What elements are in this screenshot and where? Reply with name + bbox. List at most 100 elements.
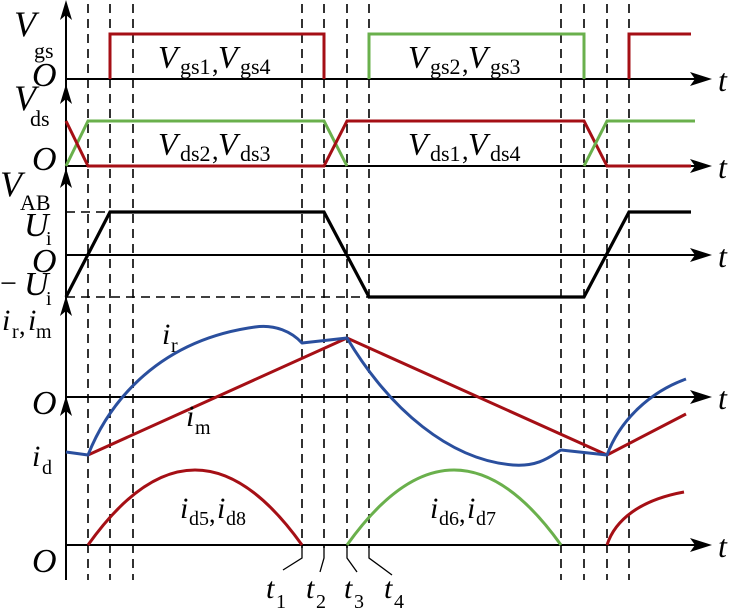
t-label-vds: t (718, 149, 728, 185)
svg-text:,: , (462, 49, 469, 78)
svg-text:V: V (158, 126, 181, 162)
arrow-right-icon (690, 248, 712, 262)
marker-t2: t 2 (306, 572, 326, 613)
t-label-diode: t (718, 528, 728, 564)
arrow-up-icon (60, 84, 72, 104)
origin-label-vds: O (32, 141, 57, 178)
label-vds1-vds4: V ds1 , V ds4 (408, 126, 521, 166)
svg-text:i: i (180, 492, 188, 525)
svg-text:,: , (209, 499, 216, 528)
arrow-right-icon (690, 159, 712, 173)
svg-text:,: , (212, 49, 219, 78)
svg-text:t: t (344, 572, 353, 605)
axis-arrowheads (60, 0, 72, 416)
origin-label-vab: O (32, 243, 57, 280)
vgs1-vgs4-trace (108, 32, 326, 79)
t-label-vab: t (718, 238, 728, 274)
ui-neg-label-sub: i (46, 288, 52, 310)
vds1-vds4-trace (64, 119, 691, 168)
svg-text:,: , (459, 499, 466, 528)
svg-text:t: t (306, 572, 315, 605)
diode-current-waveforms (86, 468, 685, 546)
vds-waveforms (64, 119, 695, 168)
vgs-waveforms (108, 32, 691, 79)
arrow-up-icon (60, 396, 72, 416)
im-trace (87, 336, 687, 457)
vgs-label-main: V (14, 4, 40, 44)
svg-text:d6: d6 (439, 508, 459, 530)
svg-text:2: 2 (316, 591, 326, 613)
id5-id8-trace-next (605, 490, 685, 546)
marker-t1: t 1 (266, 572, 286, 613)
svg-text:3: 3 (354, 591, 364, 613)
label-vds2-vds3: V ds2 , V ds3 (158, 126, 271, 166)
svg-text:V: V (408, 126, 431, 162)
ir-axis-label-sub: r (12, 321, 19, 343)
ui-neg-prefix: − (0, 267, 17, 300)
vgs-label-sub: gs (34, 38, 54, 63)
svg-text:gs4: gs4 (240, 54, 271, 79)
vab-label-main: V (0, 164, 26, 204)
ui-pos-label-sub: i (46, 228, 52, 250)
svg-text:,: , (212, 136, 219, 165)
arrow-right-icon (690, 538, 712, 552)
label-id5-id8: i d5 , i d8 (180, 492, 246, 530)
dashed-time-lines (66, 4, 630, 580)
svg-text:i: i (186, 400, 194, 433)
label-im: i m (186, 400, 211, 439)
ui-neg-label-main: U (24, 266, 51, 303)
id-axis-label-sub: d (42, 457, 52, 479)
svg-text:i: i (467, 492, 475, 525)
svg-text:V: V (218, 126, 241, 162)
id-axis-label-main: i (32, 440, 40, 473)
vds2-vds3-trace-next (582, 119, 695, 167)
marker-t4: t 4 (384, 572, 404, 613)
svg-text:gs3: gs3 (490, 54, 521, 79)
curve-labels: V gs1 , V gs4 V gs2 , V gs3 V ds2 , V ds… (158, 39, 521, 530)
time-marker-leaders (282, 546, 393, 576)
origin-label-diode: O (32, 543, 57, 580)
vds-label-main: V (14, 78, 40, 118)
arrow-right-icon (690, 390, 712, 404)
svg-text:1: 1 (276, 591, 286, 613)
svg-text:ds1: ds1 (430, 141, 461, 166)
marker-t3: t 3 (344, 572, 364, 613)
label-vgs2-vgs3: V gs2 , V gs3 (408, 39, 521, 79)
svg-text:d5: d5 (189, 508, 209, 530)
ir-im-waveforms (65, 324, 687, 467)
svg-text:ds2: ds2 (180, 141, 211, 166)
ui-pos-label-main: U (24, 207, 51, 244)
svg-text:m: m (195, 417, 211, 439)
axis-labels: V gs O V ds O V AB U i O − U i i r , i m… (0, 4, 57, 580)
svg-text:d8: d8 (226, 508, 246, 530)
svg-text:r: r (171, 335, 178, 357)
svg-text:V: V (408, 39, 431, 75)
origin-label-current: O (32, 385, 57, 422)
t-label-vgs: t (718, 62, 728, 98)
ir-im-sep: , (19, 311, 26, 340)
svg-text:V: V (14, 4, 40, 44)
svg-text:4: 4 (394, 591, 404, 613)
svg-text:d7: d7 (476, 508, 496, 530)
label-id6-id7: i d6 , i d7 (430, 492, 496, 530)
svg-text:V: V (158, 39, 181, 75)
time-axes (66, 78, 695, 546)
label-vgs1-vgs4: V gs1 , V gs4 (158, 39, 271, 79)
svg-text:V: V (218, 39, 241, 75)
svg-text:t: t (266, 572, 275, 605)
time-marker-labels: t 1 t 2 t 3 t 4 (266, 572, 404, 613)
label-ir: i r (162, 318, 178, 357)
svg-text:ds3: ds3 (240, 141, 271, 166)
im-axis-label-sub: m (36, 321, 52, 343)
svg-text:,: , (462, 136, 469, 165)
origin-label-vgs: O (32, 57, 57, 94)
svg-text:i: i (162, 318, 170, 351)
vab-label-sub: AB (20, 190, 51, 215)
svg-text:gs1: gs1 (180, 54, 211, 79)
svg-text:V: V (468, 39, 491, 75)
t-axis-labels: t t t t t (718, 62, 728, 564)
vgs1-vgs4-trace-next (627, 32, 691, 79)
vgs2-vgs3-trace (367, 32, 586, 79)
svg-text:gs2: gs2 (430, 54, 461, 79)
